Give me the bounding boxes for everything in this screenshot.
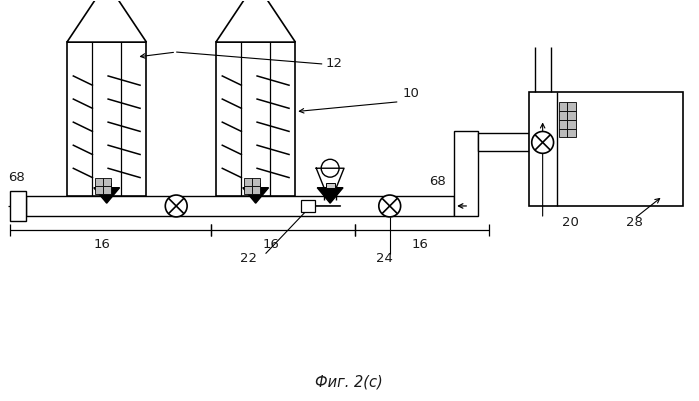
Bar: [326, 182, 335, 188]
Polygon shape: [94, 188, 120, 203]
Bar: [102, 182, 111, 188]
Text: 22: 22: [240, 251, 257, 265]
Circle shape: [379, 195, 401, 217]
Circle shape: [165, 195, 187, 217]
Bar: [559, 102, 568, 111]
Text: Фиг. 2(с): Фиг. 2(с): [315, 375, 383, 390]
Bar: [568, 111, 577, 119]
Text: 24: 24: [376, 251, 394, 265]
Circle shape: [322, 159, 339, 177]
Text: 68: 68: [8, 171, 25, 184]
Bar: [301, 200, 315, 212]
Bar: [244, 186, 252, 194]
Text: 68: 68: [429, 175, 446, 188]
Circle shape: [532, 132, 554, 153]
Polygon shape: [67, 0, 146, 42]
Text: 16: 16: [93, 238, 110, 251]
Text: 16: 16: [262, 238, 279, 251]
Text: 28: 28: [626, 216, 642, 229]
Bar: [568, 119, 577, 128]
Bar: [103, 186, 110, 194]
Polygon shape: [317, 188, 343, 203]
Bar: [95, 186, 103, 194]
Text: 16: 16: [411, 238, 428, 251]
Bar: [251, 182, 260, 188]
Text: 20: 20: [562, 216, 579, 229]
Bar: [27, 196, 454, 216]
Bar: [244, 178, 252, 186]
Text: 10: 10: [403, 87, 419, 100]
Bar: [454, 132, 478, 216]
Polygon shape: [216, 0, 296, 42]
Bar: [559, 111, 568, 119]
Polygon shape: [243, 188, 268, 203]
Text: 12: 12: [325, 57, 343, 70]
Bar: [568, 128, 577, 138]
Bar: [252, 186, 259, 194]
Bar: [103, 178, 110, 186]
Bar: [478, 134, 528, 151]
Bar: [10, 191, 27, 221]
Bar: [95, 178, 103, 186]
Polygon shape: [316, 168, 344, 188]
Bar: [216, 42, 296, 196]
Bar: [67, 42, 146, 196]
Bar: [528, 92, 683, 206]
Bar: [568, 102, 577, 111]
Bar: [252, 178, 259, 186]
Bar: [559, 119, 568, 128]
Bar: [559, 128, 568, 138]
